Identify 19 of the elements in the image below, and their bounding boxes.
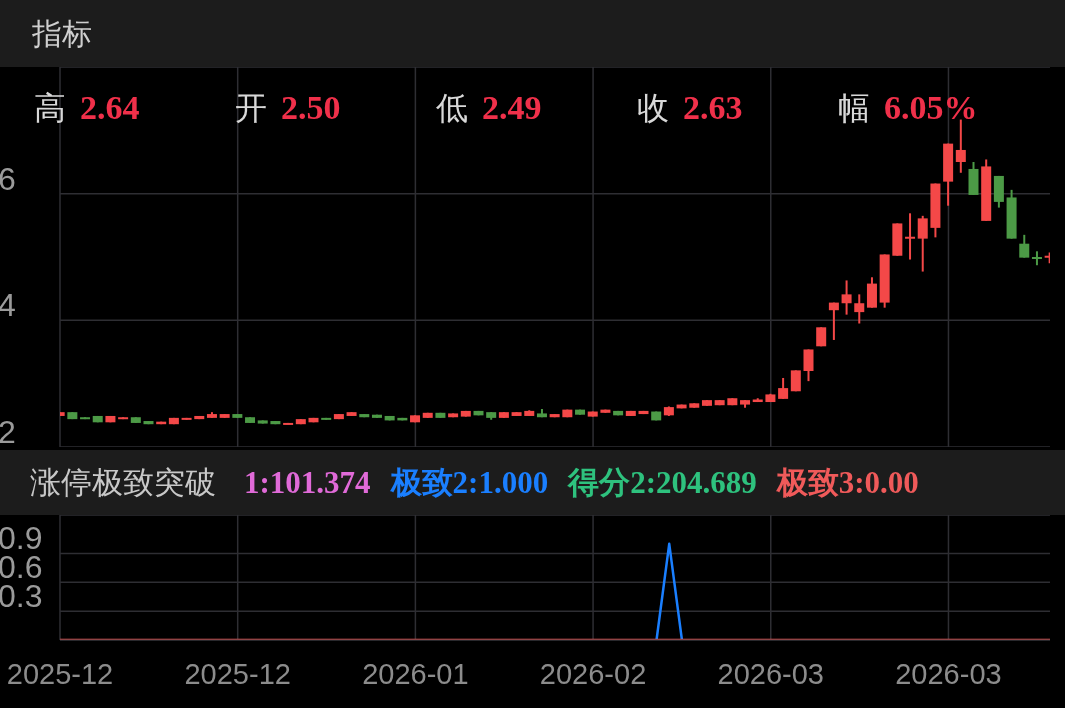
text: 1:101.374 bbox=[244, 464, 371, 501]
text: 极致3:0.00 bbox=[776, 463, 919, 502]
x-tick-label: 2026-01 bbox=[362, 658, 469, 690]
annotation: 开 2.50 bbox=[235, 88, 341, 128]
x-tick-label: 2025-12 bbox=[6, 658, 114, 690]
annotation: 收 2.63 bbox=[637, 88, 743, 128]
x-tick-label: 2026-03 bbox=[717, 658, 824, 690]
annotation: 低 2.49 bbox=[436, 88, 542, 128]
x-tick-label: 2026-03 bbox=[895, 658, 1002, 690]
y-tick-label: 2 bbox=[0, 414, 16, 450]
y-tick-label: 6 bbox=[0, 160, 16, 197]
text: 极致2:1.000 bbox=[390, 463, 549, 502]
chart-title: 涨停极致突破 bbox=[30, 463, 216, 502]
annotation: 幅 6.05% bbox=[838, 88, 978, 128]
x-tick-label: 2025-12 bbox=[184, 658, 291, 690]
chart-title: 指标 bbox=[0, 0, 1065, 67]
x-tick-label: 2026-02 bbox=[539, 658, 647, 690]
text: 得分2:204.689 bbox=[568, 463, 757, 502]
annotation: 高 2.64 bbox=[34, 88, 140, 128]
